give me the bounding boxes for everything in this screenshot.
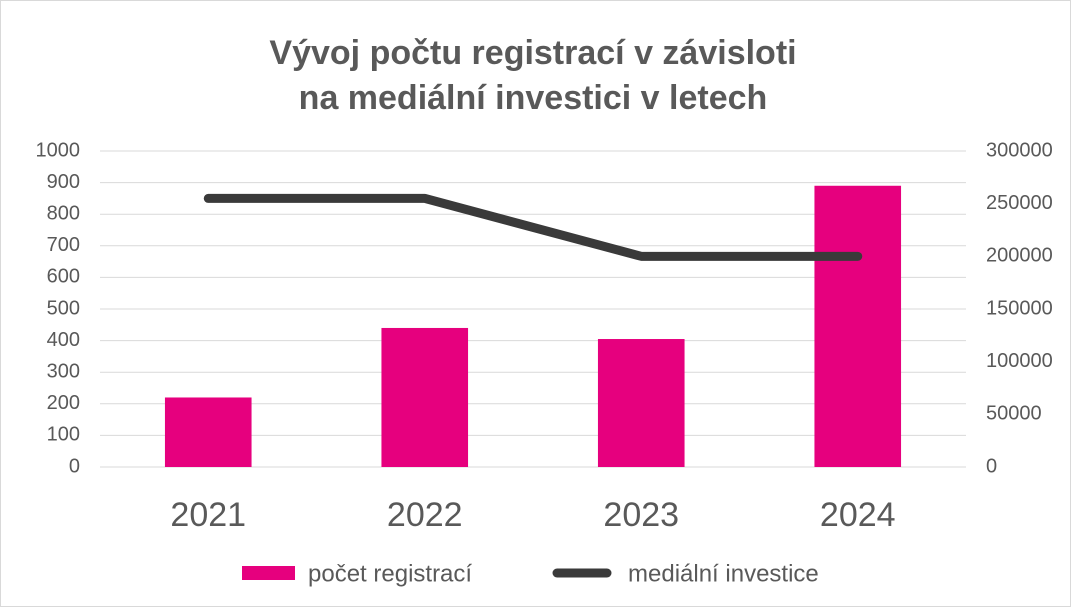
y-tick-label: 800 <box>47 202 80 224</box>
y-tick-label: 300 <box>47 360 80 382</box>
y-tick-label: 0 <box>69 455 80 477</box>
y2-tick-label: 300000 <box>986 139 1053 161</box>
x-tick-label: 2024 <box>820 496 896 534</box>
y-tick-label: 1000 <box>36 139 81 161</box>
legend-label: mediální investice <box>628 560 819 587</box>
y2-tick-label: 150000 <box>986 297 1053 319</box>
y-tick-label: 400 <box>47 329 80 351</box>
line <box>203 193 863 261</box>
y-tick-label: 100 <box>47 424 80 446</box>
x-tick-label: 2023 <box>603 496 679 534</box>
bar <box>381 327 469 467</box>
y2-tick-label: 200000 <box>986 245 1053 267</box>
legend-label: počet registrací <box>308 560 472 587</box>
bar <box>164 397 252 467</box>
x-tick-label: 2022 <box>387 496 463 534</box>
y-tick-label: 700 <box>47 234 80 256</box>
y2-tick-label: 250000 <box>986 192 1053 214</box>
y-tick-label: 600 <box>47 266 80 288</box>
bar <box>597 339 685 467</box>
y2-tick-label: 0 <box>986 455 997 477</box>
y-tick-label: 900 <box>47 171 80 193</box>
x-tick-label: 2021 <box>170 496 246 534</box>
chart-title: na mediální investici v letech <box>299 79 768 117</box>
legend-swatch <box>242 566 295 580</box>
y-tick-label: 200 <box>47 392 80 414</box>
bar <box>814 185 902 467</box>
y-tick-label: 500 <box>47 297 80 319</box>
y2-tick-label: 50000 <box>986 403 1042 425</box>
chart-title: Vývoj počtu registrací v závisloti <box>269 34 796 72</box>
y2-tick-label: 100000 <box>986 350 1053 372</box>
